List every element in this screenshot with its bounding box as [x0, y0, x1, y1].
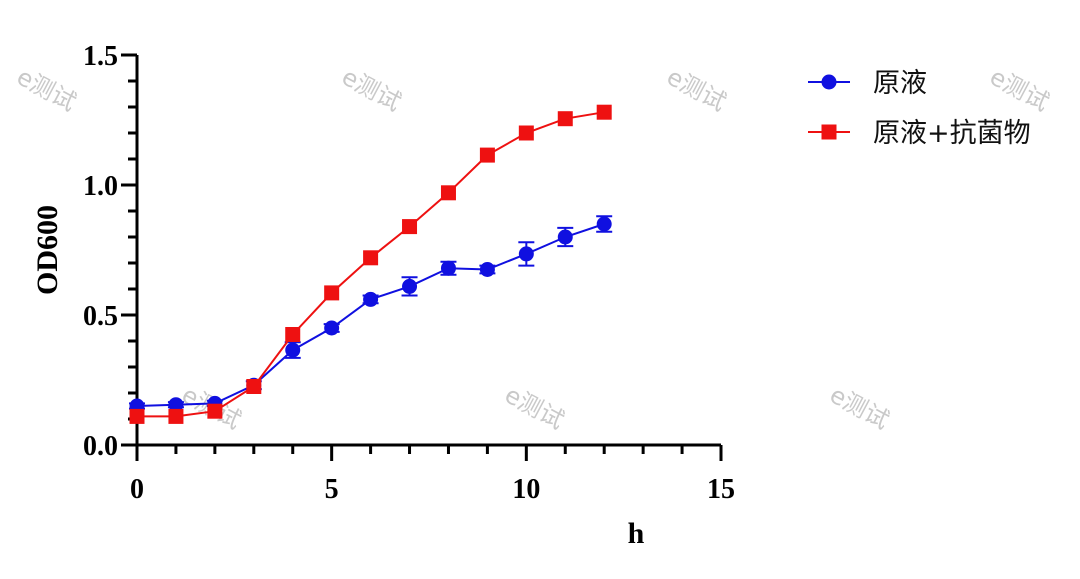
watermark-text: e测试 — [337, 63, 406, 117]
data-point — [557, 111, 573, 127]
data-point — [285, 342, 301, 358]
legend-marker — [821, 74, 837, 90]
data-point — [168, 408, 184, 424]
data-point — [440, 185, 456, 201]
data-point — [207, 403, 223, 419]
x-tick-label: 10 — [512, 474, 540, 505]
x-tick-label: 15 — [707, 474, 735, 505]
x-tick-label: 5 — [325, 474, 339, 505]
data-point — [285, 327, 301, 342]
series-1 — [129, 215, 613, 414]
x-axis-title: h — [628, 517, 645, 550]
data-point — [324, 320, 340, 336]
data-point — [129, 408, 145, 424]
data-point — [246, 379, 262, 394]
data-point — [402, 278, 418, 294]
watermark-text: e测试 — [825, 381, 894, 435]
data-point — [402, 219, 418, 235]
legend-label: 原液 — [873, 68, 927, 99]
data-point — [363, 291, 379, 307]
ticks: 0 5 10 15 0.0 0.5 1.0 1.5 — [83, 41, 735, 505]
data-point — [168, 397, 184, 413]
series — [129, 104, 613, 424]
y-tick-label: 1.5 — [83, 41, 118, 72]
x-tick-label: 0 — [130, 474, 144, 505]
legend-label: 原液+抗菌物 — [873, 118, 1031, 149]
data-point — [518, 246, 534, 262]
data-point — [479, 147, 495, 163]
y-tick-label: 0.0 — [83, 431, 118, 462]
watermark-text: e测试 — [662, 63, 731, 117]
data-point — [557, 229, 573, 245]
watermark-text: e测试 — [985, 63, 1054, 117]
data-point — [479, 262, 495, 277]
data-point — [440, 260, 456, 276]
data-point — [596, 104, 612, 120]
y-axis-title: OD600 — [31, 205, 64, 295]
legend-marker — [821, 124, 837, 140]
axes — [135, 55, 721, 447]
data-point — [363, 250, 379, 266]
data-point — [324, 285, 340, 301]
watermark-text: e测试 — [500, 381, 569, 435]
y-tick-label: 1.0 — [83, 171, 118, 202]
data-point — [518, 125, 534, 141]
y-tick-label: 0.5 — [83, 301, 118, 332]
data-point — [596, 216, 612, 232]
series-2 — [129, 104, 612, 424]
watermark-text: e测试 — [12, 63, 81, 117]
